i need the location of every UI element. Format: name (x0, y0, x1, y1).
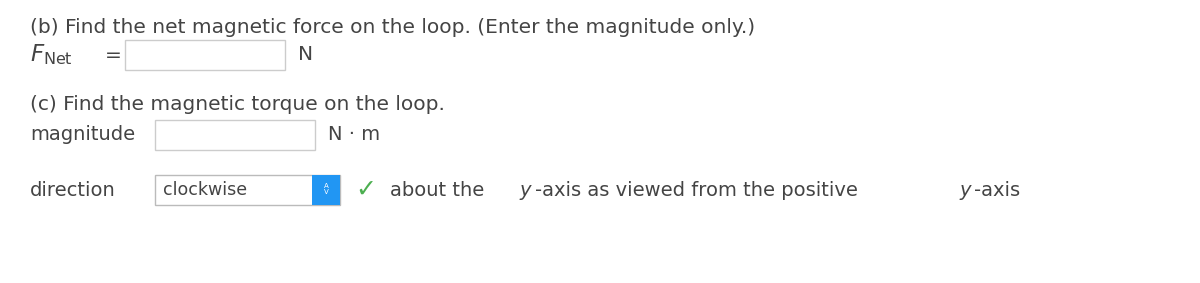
Text: (b) Find the net magnetic force on the loop. (Enter the magnitude only.): (b) Find the net magnetic force on the l… (30, 18, 755, 37)
Text: $\mathit{F}_{\mathrm{Net}}$: $\mathit{F}_{\mathrm{Net}}$ (30, 42, 73, 67)
Text: =: = (106, 46, 122, 65)
Text: about the: about the (390, 181, 491, 200)
FancyBboxPatch shape (155, 175, 340, 205)
Text: -axis as viewed from the positive: -axis as viewed from the positive (534, 181, 864, 200)
Text: N · m: N · m (328, 125, 380, 145)
Text: y: y (959, 181, 971, 200)
Text: -axis: -axis (974, 181, 1020, 200)
Text: ✓: ✓ (355, 178, 376, 202)
Text: y: y (520, 181, 532, 200)
Text: direction: direction (30, 181, 115, 200)
FancyBboxPatch shape (125, 40, 286, 70)
Text: magnitude: magnitude (30, 125, 136, 145)
Text: A
V: A V (324, 183, 329, 195)
FancyBboxPatch shape (155, 120, 314, 150)
Text: clockwise: clockwise (163, 181, 247, 199)
Text: N: N (298, 46, 313, 65)
FancyBboxPatch shape (312, 175, 340, 205)
Text: (c) Find the magnetic torque on the loop.: (c) Find the magnetic torque on the loop… (30, 95, 445, 114)
